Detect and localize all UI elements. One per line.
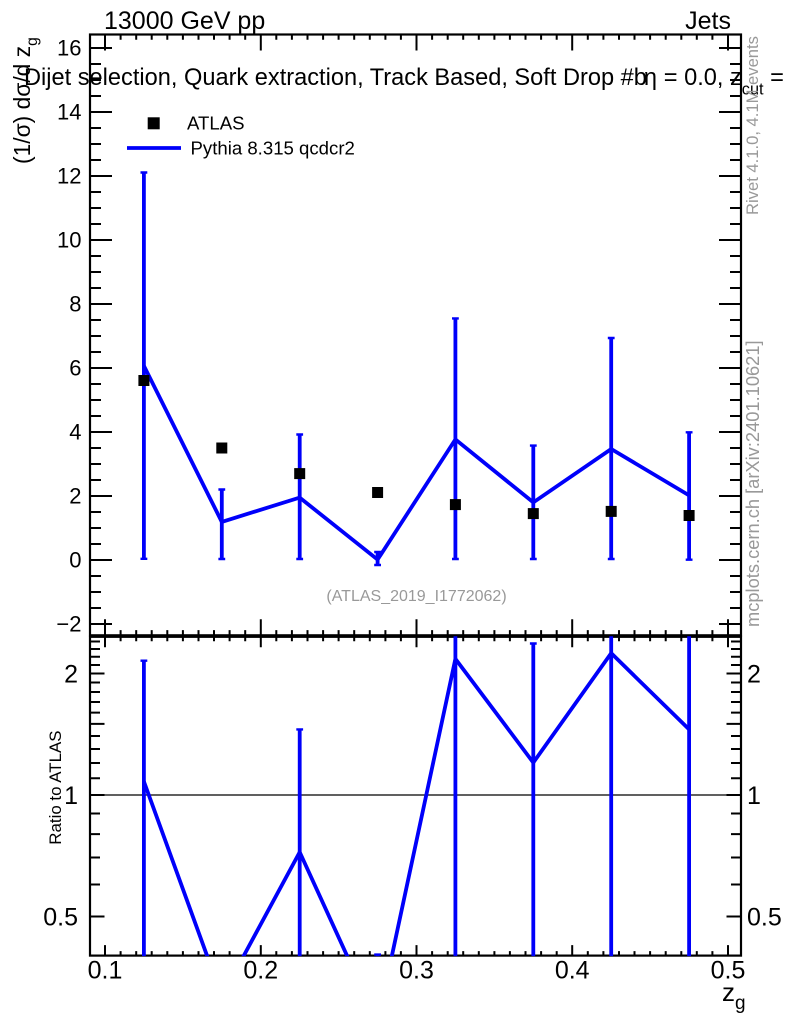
svg-text:ATLAS: ATLAS <box>187 113 245 134</box>
svg-text:2: 2 <box>69 484 81 509</box>
svg-text:2: 2 <box>747 660 761 688</box>
svg-text:14: 14 <box>57 100 81 125</box>
svg-text:12: 12 <box>57 164 81 189</box>
svg-text:8: 8 <box>69 292 81 317</box>
svg-text:Ratio to ATLAS: Ratio to ATLAS <box>46 730 65 844</box>
svg-text:(ATLAS_2019_I1772062): (ATLAS_2019_I1772062) <box>326 588 506 605</box>
svg-text:6: 6 <box>69 356 81 381</box>
svg-text:10: 10 <box>57 228 81 253</box>
svg-text:0: 0 <box>69 548 81 573</box>
svg-text:0.3: 0.3 <box>399 957 434 985</box>
svg-text:1: 1 <box>747 782 761 810</box>
svg-text:−2: −2 <box>56 612 81 637</box>
svg-text:0.5: 0.5 <box>747 903 782 931</box>
svg-text:Pythia 8.315 qcdcr2: Pythia 8.315 qcdcr2 <box>191 138 355 159</box>
svg-text:0.1: 0.1 <box>88 957 123 985</box>
svg-text:0.4: 0.4 <box>555 957 590 985</box>
svg-text:Jets: Jets <box>685 7 731 35</box>
svg-text:Rivet 4.1.0, 4.1M events: Rivet 4.1.0, 4.1M events <box>743 36 762 215</box>
svg-text:1: 1 <box>64 782 78 810</box>
svg-text:13000 GeV pp: 13000 GeV pp <box>104 7 265 35</box>
svg-text:0.2: 0.2 <box>243 957 278 985</box>
svg-text:2: 2 <box>64 660 78 688</box>
svg-text:mcplots.cern.ch [arXiv:2401.10: mcplots.cern.ch [arXiv:2401.10621] <box>742 340 763 627</box>
svg-text:0.5: 0.5 <box>711 957 746 985</box>
svg-text:16: 16 <box>57 36 81 61</box>
svg-text:0.5: 0.5 <box>43 903 78 931</box>
svg-text:4: 4 <box>69 420 81 445</box>
